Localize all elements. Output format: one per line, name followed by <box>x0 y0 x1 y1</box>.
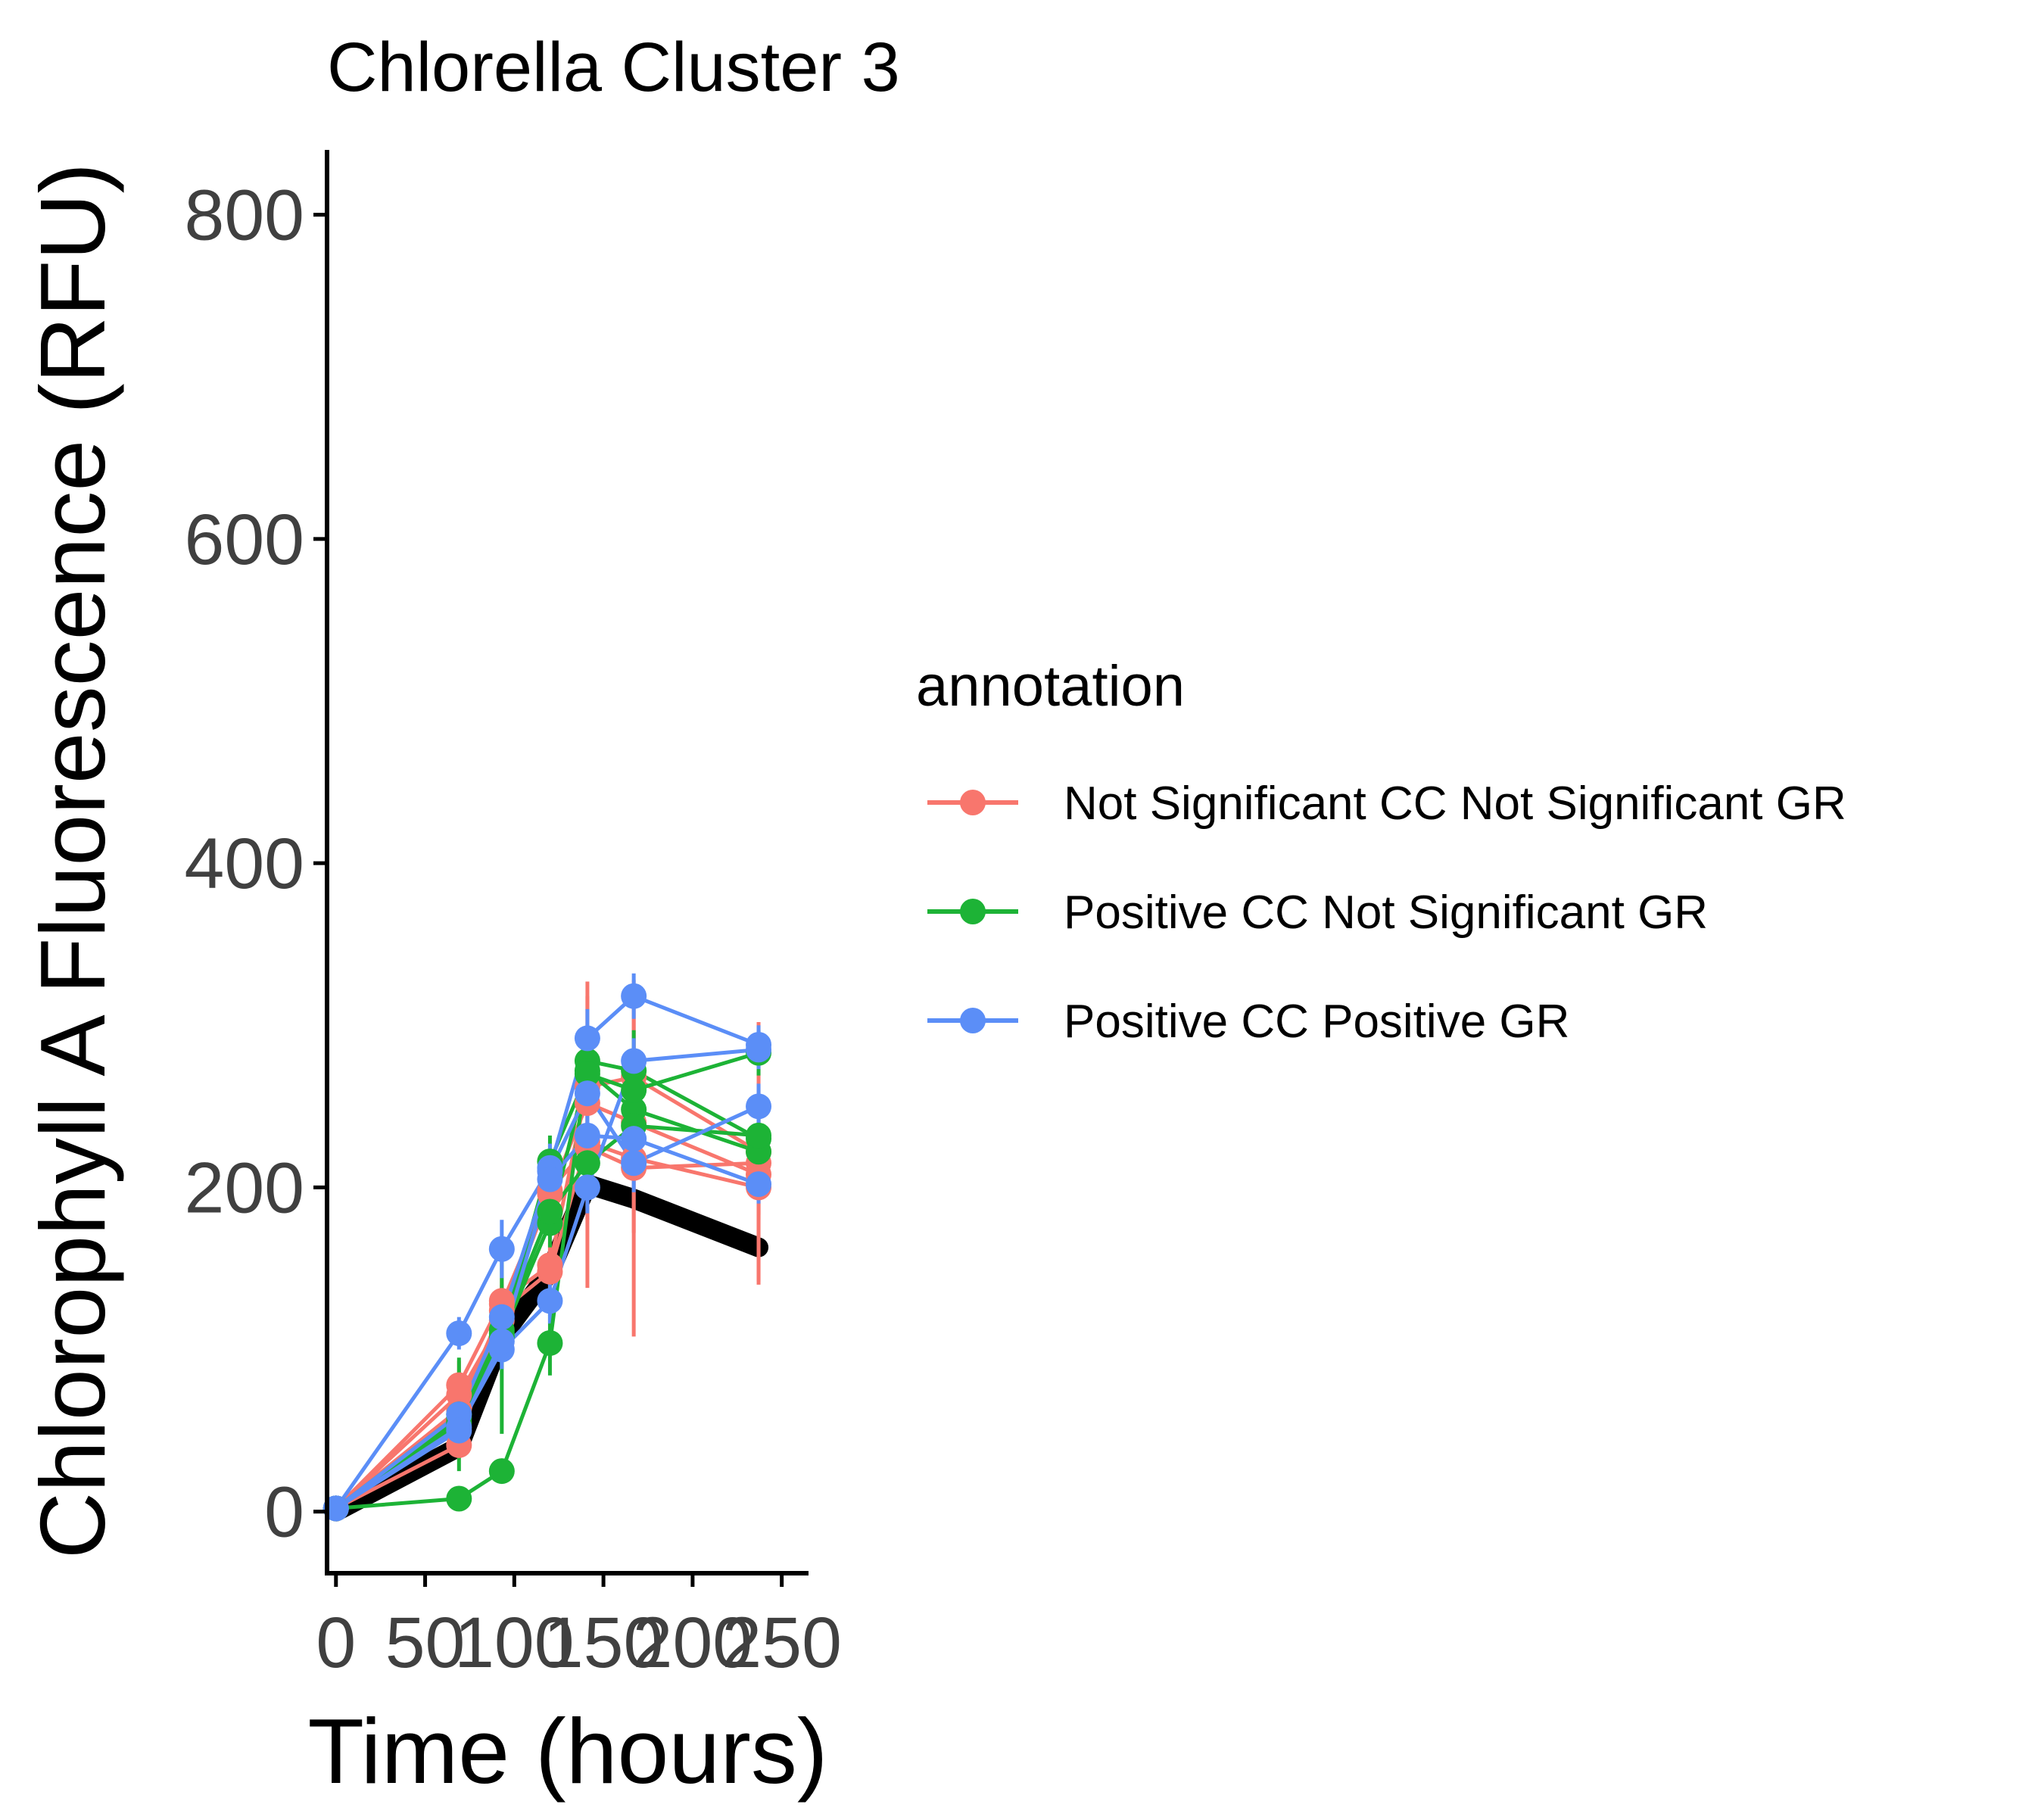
y-tick-label: 0 <box>264 1473 304 1553</box>
y-tick-label: 400 <box>184 824 304 904</box>
data-point <box>537 1166 563 1192</box>
data-point <box>322 1495 349 1522</box>
data-point <box>446 1320 472 1347</box>
y-axis-title: Chlorophyll A Fluorescence (RFU) <box>21 163 124 1559</box>
x-tick-label: 250 <box>721 1603 842 1683</box>
series-layer <box>322 973 772 1522</box>
data-point <box>446 1382 472 1408</box>
legend-label: Positive CC Not Significant GR <box>1064 887 1708 939</box>
data-point <box>621 1126 647 1152</box>
data-point <box>621 1077 647 1103</box>
data-point <box>621 983 647 1009</box>
x-tick-label: 150 <box>544 1603 664 1683</box>
x-tick-label: 200 <box>633 1603 753 1683</box>
data-point <box>574 1080 600 1107</box>
data-point <box>574 1061 600 1087</box>
y-tick-label: 800 <box>184 176 304 256</box>
y-tick-label: 200 <box>184 1148 304 1228</box>
data-point <box>488 1328 515 1354</box>
data-point <box>537 1258 563 1285</box>
legend-label: Not Significant CC Not Significant GR <box>1064 778 1846 830</box>
data-point <box>746 1036 772 1063</box>
x-tick-label: 50 <box>385 1603 466 1683</box>
x-axis-title: Time (hours) <box>308 1700 828 1803</box>
y-ticks: 0 200 400 600 800 <box>184 176 327 1553</box>
legend-key-point <box>960 899 986 924</box>
data-point <box>621 1048 647 1074</box>
data-point <box>574 1025 600 1052</box>
legend-key-point <box>960 790 986 815</box>
x-tick-label: 100 <box>454 1603 575 1683</box>
legend-label: Positive CC Positive GR <box>1064 996 1569 1048</box>
data-point <box>621 1150 647 1177</box>
data-point <box>746 1171 772 1198</box>
chart-title: Chlorella Cluster 3 <box>327 29 900 106</box>
data-point <box>574 1174 600 1201</box>
data-point <box>537 1288 563 1314</box>
y-tick-label: 600 <box>184 500 304 580</box>
legend-title: annotation <box>916 654 1185 718</box>
data-point <box>574 1150 600 1177</box>
data-point <box>488 1304 515 1330</box>
legend-key-point <box>960 1008 986 1033</box>
data-point <box>537 1329 563 1356</box>
data-point <box>746 1122 772 1148</box>
data-point <box>446 1417 472 1444</box>
x-tick-label: 0 <box>316 1603 356 1683</box>
data-point <box>488 1236 515 1262</box>
data-point <box>574 1122 600 1148</box>
data-point <box>488 1458 515 1485</box>
data-point <box>446 1485 472 1512</box>
legend: annotation Not Significant CC Not Signif… <box>916 654 1846 1048</box>
data-point <box>537 1198 563 1225</box>
data-point <box>746 1093 772 1120</box>
